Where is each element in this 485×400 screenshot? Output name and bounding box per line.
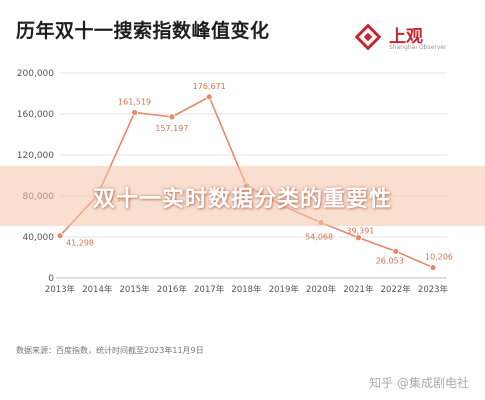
x-tick-label: 2023年 [418, 284, 449, 295]
data-label: 157,197 [155, 124, 188, 133]
data-label: 176,671 [193, 82, 226, 91]
brand-logo: 上观 Shanghai Observer [355, 22, 467, 62]
y-tick-label: 120,000 [17, 151, 54, 161]
data-point [205, 93, 213, 101]
data-label: 10,206 [425, 253, 453, 262]
x-tick-label: 2018年 [231, 284, 262, 295]
data-point [56, 232, 64, 240]
overlay-banner [0, 166, 485, 226]
data-label: 54,068 [305, 233, 333, 242]
data-label: 41,298 [66, 239, 94, 248]
watermark: 知乎 @集成剧电社 [369, 376, 469, 390]
x-tick-label: 2021年 [343, 284, 374, 295]
shanghai-observer-logo-icon [355, 24, 381, 50]
y-tick-label: 160,000 [17, 110, 54, 120]
x-tick-label: 2013年 [45, 284, 76, 295]
x-tick-label: 2020年 [306, 284, 337, 295]
data-point [131, 109, 139, 116]
data-point [392, 247, 400, 255]
x-tick-label: 2016年 [157, 284, 188, 295]
y-tick-label: 200,000 [17, 69, 54, 79]
x-tick-label: 2019年 [269, 284, 300, 295]
line-chart: 040,00080,000120,000160,000200,0002013年2… [17, 69, 453, 295]
data-point [354, 234, 362, 242]
x-tick-label: 2015年 [120, 284, 151, 295]
data-source-note: 数据来源：百度指数，统计时间截至2023年11月9日 [16, 346, 204, 355]
data-label: 39,391 [346, 227, 374, 236]
data-point [429, 264, 437, 271]
x-tick-label: 2022年 [381, 284, 412, 295]
x-tick-label: 2014年 [82, 284, 113, 295]
logo-name: 上观 [389, 27, 423, 47]
data-point [168, 113, 176, 121]
x-tick-label: 2017年 [194, 284, 225, 295]
banner-text: 双十一实时数据分类的重要性 [92, 187, 392, 212]
logo-subtitle: Shanghai Observer [389, 44, 447, 51]
data-label: 161,519 [118, 97, 151, 106]
data-label: 26,053 [376, 256, 404, 265]
y-tick-label: 40,000 [23, 233, 55, 243]
y-tick-label: 0 [48, 274, 54, 284]
page-title: 历年双十一搜索指数峰值变化 [16, 20, 270, 42]
